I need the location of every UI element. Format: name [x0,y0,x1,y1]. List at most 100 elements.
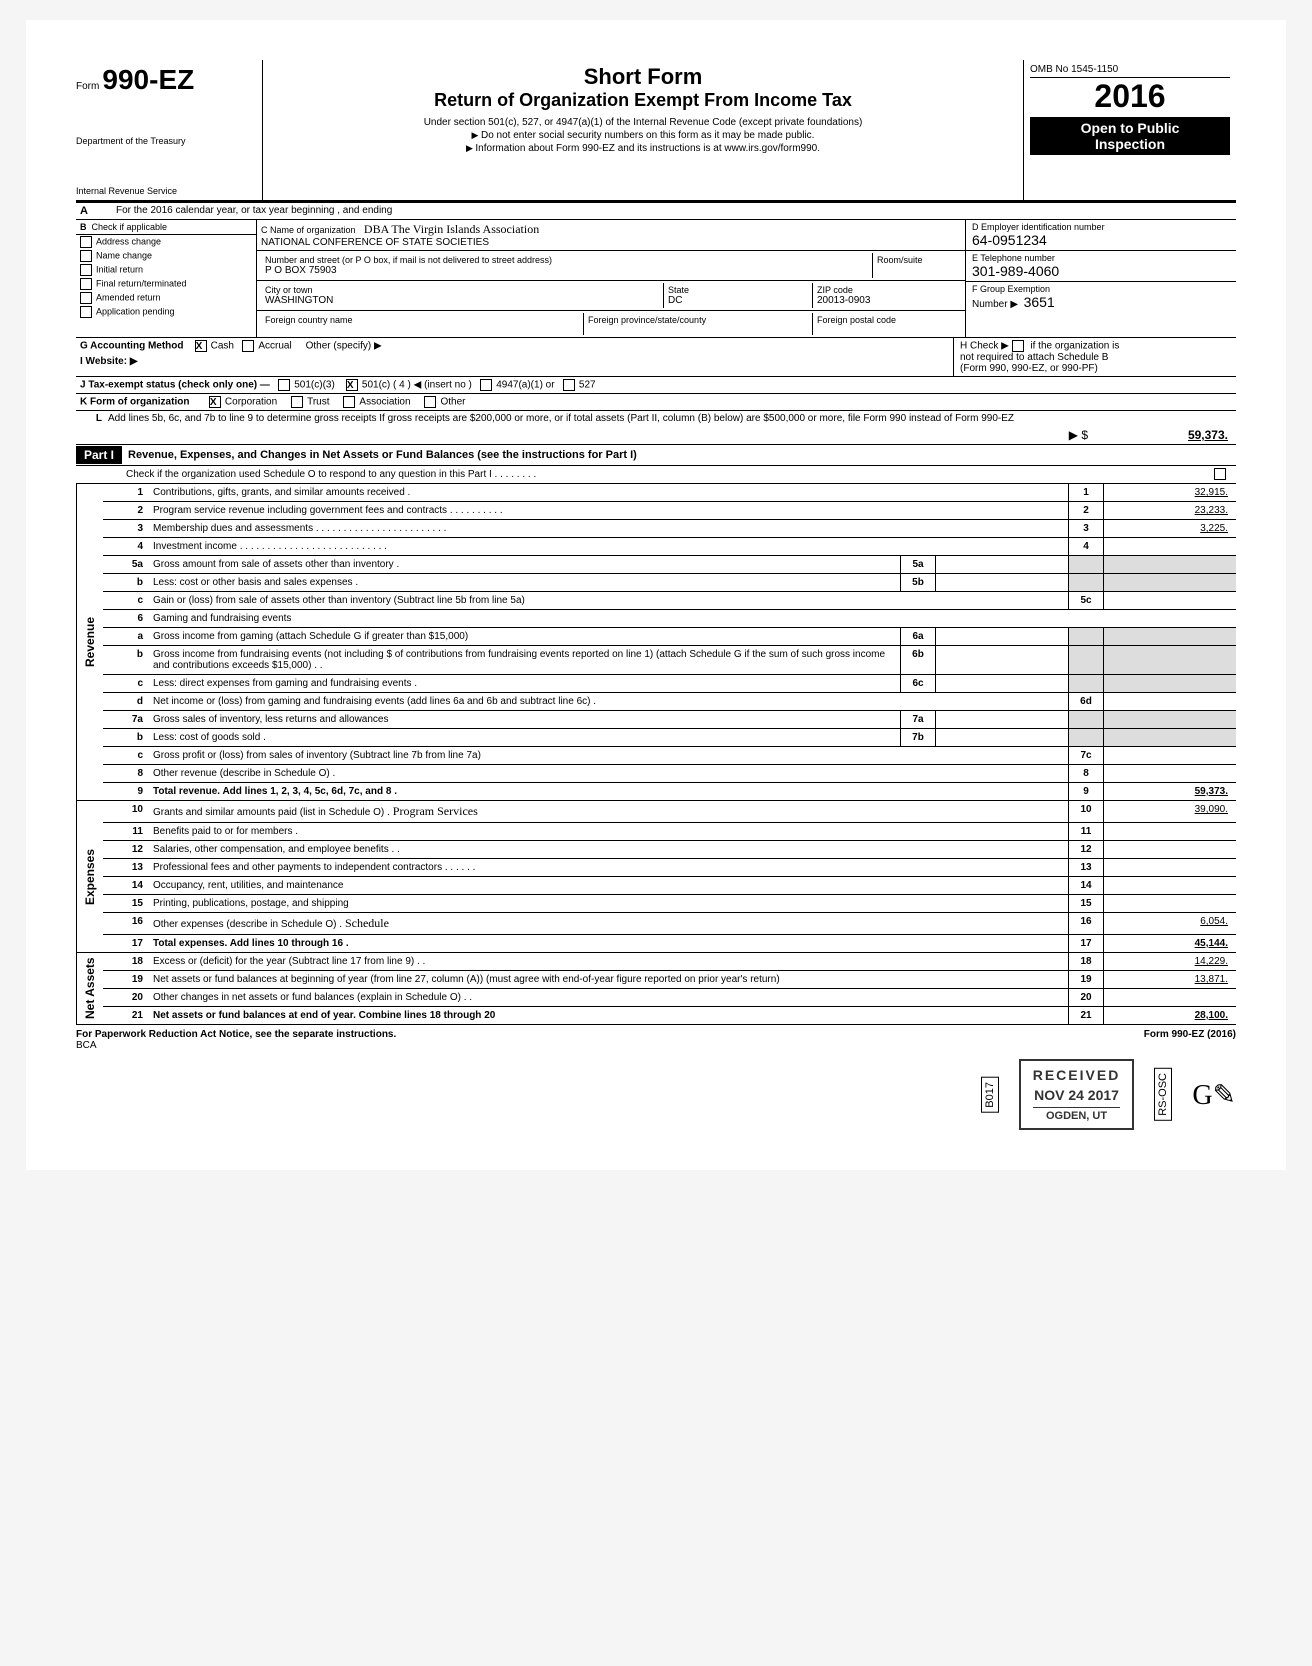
line-21: 21Net assets or fund balances at end of … [103,1007,1236,1024]
line-num: b [103,574,149,591]
chk-trust[interactable] [291,396,303,408]
part1-checkbox[interactable] [1214,468,1226,480]
chk-other[interactable] [424,396,436,408]
city-value: WASHINGTON [265,295,659,306]
subtitle-3: Information about Form 990-EZ and its in… [271,143,1015,154]
opt-initial[interactable]: Initial return [76,263,256,277]
right-val [1103,877,1236,894]
line-20: 20Other changes in net assets or fund ba… [103,989,1236,1007]
label-addr: Number and street (or P O box, if mail i… [265,255,868,265]
section-def: D Employer identification number 64-0951… [966,220,1236,337]
right-num: 2 [1068,502,1103,519]
label-fc: Foreign country name [261,313,584,335]
label-j: J Tax-exempt status (check only one) — [80,380,270,391]
chk-527[interactable] [563,379,575,391]
line-desc: Less: cost or other basis and sales expe… [149,574,900,591]
line-desc: Other expenses (describe in Schedule O) … [149,913,1068,934]
line-14: 14Occupancy, rent, utilities, and mainte… [103,877,1236,895]
chk-assoc[interactable] [343,396,355,408]
line-desc: Net assets or fund balances at beginning… [149,971,1068,988]
line-c: cGain or (loss) from sale of assets othe… [103,592,1236,610]
gross-label: ▶ $ [1069,428,1088,442]
label-a: A [76,203,112,219]
line-num: 5a [103,556,149,573]
handwritten-note: Schedule [342,916,389,930]
mid-num: 6b [900,646,935,674]
chk-501c3[interactable] [278,379,290,391]
right-num: 15 [1068,895,1103,912]
right-val [1103,895,1236,912]
checkbox-h[interactable] [1012,340,1024,352]
right-val: 45,144. [1103,935,1236,952]
label-city: City or town [265,285,659,295]
l-text: Add lines 5b, 6c, and 7b to line 9 to de… [108,413,1232,424]
form-number: 990-EZ [102,64,194,95]
line-num: b [103,729,149,746]
right-val: 13,871. [1103,971,1236,988]
line-num: 8 [103,765,149,782]
mid-val [935,628,1068,645]
right-val [1103,747,1236,764]
line-d: dNet income or (loss) from gaming and fu… [103,693,1236,711]
label-zip: ZIP code [817,285,957,295]
opt-final[interactable]: Final return/terminated [76,277,256,291]
line-desc: Gross amount from sale of assets other t… [149,556,900,573]
opt-address[interactable]: Address change [76,235,256,249]
opt-cash: Cash [211,341,234,352]
line-num: 3 [103,520,149,537]
footer-right: Form 990-EZ (2016) [1144,1029,1236,1051]
line-desc: Professional fees and other payments to … [149,859,1068,876]
line-i: I Website: ▶ [76,354,953,369]
cell-addr: Number and street (or P O box, if mail i… [257,251,965,281]
mid-num: 5a [900,556,935,573]
chk-501c[interactable]: X [346,379,358,391]
stamp-location: OGDEN, UT [1033,1107,1121,1122]
line-18: 18Excess or (deficit) for the year (Subt… [103,953,1236,971]
line-desc: Salaries, other compensation, and employ… [149,841,1068,858]
right-num: 4 [1068,538,1103,555]
label-room: Room/suite [877,255,957,265]
line-desc: Printing, publications, postage, and shi… [149,895,1068,912]
header-right: OMB No 1545-1150 2016 Open to Public Ins… [1024,60,1236,200]
mid-val [935,574,1068,591]
line-num: 9 [103,783,149,800]
line-num: 11 [103,823,149,840]
chk-4947[interactable] [480,379,492,391]
line-1: 1Contributions, gifts, grants, and simil… [103,484,1236,502]
line-desc: Benefits paid to or for members . [149,823,1068,840]
checkbox-accrual[interactable] [242,340,254,352]
chk-corp[interactable]: X [209,396,221,408]
label-l: L [80,413,102,424]
form-header: Form 990-EZ Department of the Treasury I… [76,60,1236,203]
line-num: 2 [103,502,149,519]
line-17: 17Total expenses. Add lines 10 through 1… [103,935,1236,952]
line-desc: Grants and similar amounts paid (list in… [149,801,1068,822]
dept-treasury: Department of the Treasury [76,136,256,146]
line-9: 9Total revenue. Add lines 1, 2, 3, 4, 5c… [103,783,1236,800]
line-desc: Program service revenue including govern… [149,502,1068,519]
opt-pending[interactable]: Application pending [76,305,256,319]
page-footer: For Paperwork Reduction Act Notice, see … [76,1025,1236,1051]
gross-receipts: ▶ $ 59,373. [76,426,1236,445]
opt-name[interactable]: Name change [76,249,256,263]
right-val [1103,823,1236,840]
section-gih: G Accounting Method XCash Accrual Other … [76,338,1236,377]
received-stamp: RECEIVED NOV 24 2017 OGDEN, UT [1019,1059,1135,1130]
right-num: 17 [1068,935,1103,952]
mid-num: 7b [900,729,935,746]
line-l: L Add lines 5b, 6c, and 7b to line 9 to … [76,411,1236,426]
mid-num: 6a [900,628,935,645]
mid-val [935,711,1068,728]
dba-text: DBA The Virgin Islands Association [364,222,539,236]
mid-num: 7a [900,711,935,728]
mid-val [935,675,1068,692]
handwritten-note: Program Services [390,804,478,818]
line-a-text: For the 2016 calendar year, or tax year … [112,203,1236,219]
ein-value: 64-0951234 [972,232,1230,248]
checkbox-cash[interactable]: X [195,340,207,352]
line-19: 19Net assets or fund balances at beginni… [103,971,1236,989]
label-g: G Accounting Method [80,341,184,352]
opt-amended[interactable]: Amended return [76,291,256,305]
right-val: 28,100. [1103,1007,1236,1024]
line-num: 12 [103,841,149,858]
